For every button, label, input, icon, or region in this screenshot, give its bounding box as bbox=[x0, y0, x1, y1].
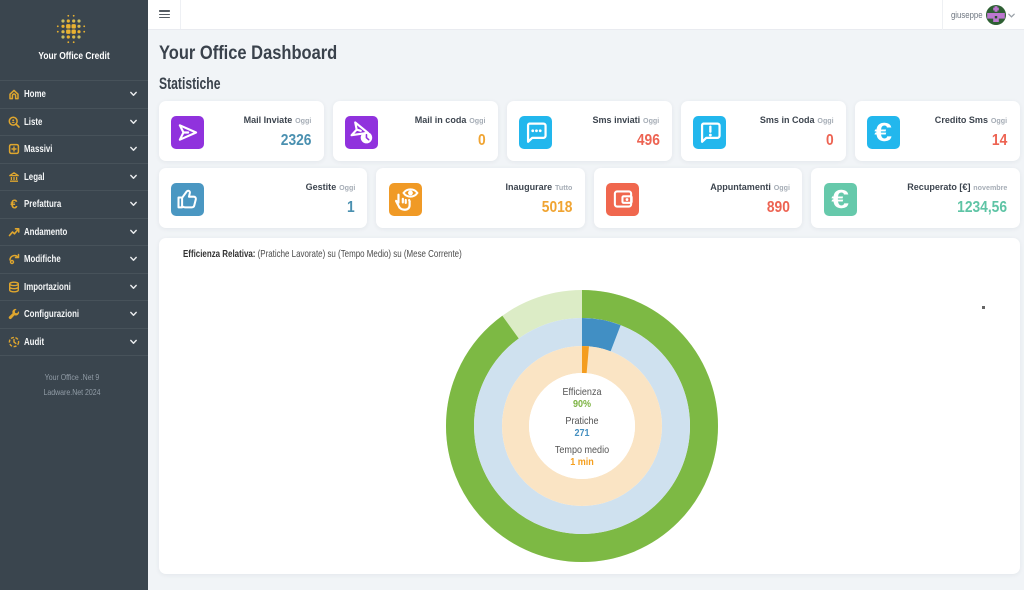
svg-text:€: € bbox=[10, 198, 17, 210]
